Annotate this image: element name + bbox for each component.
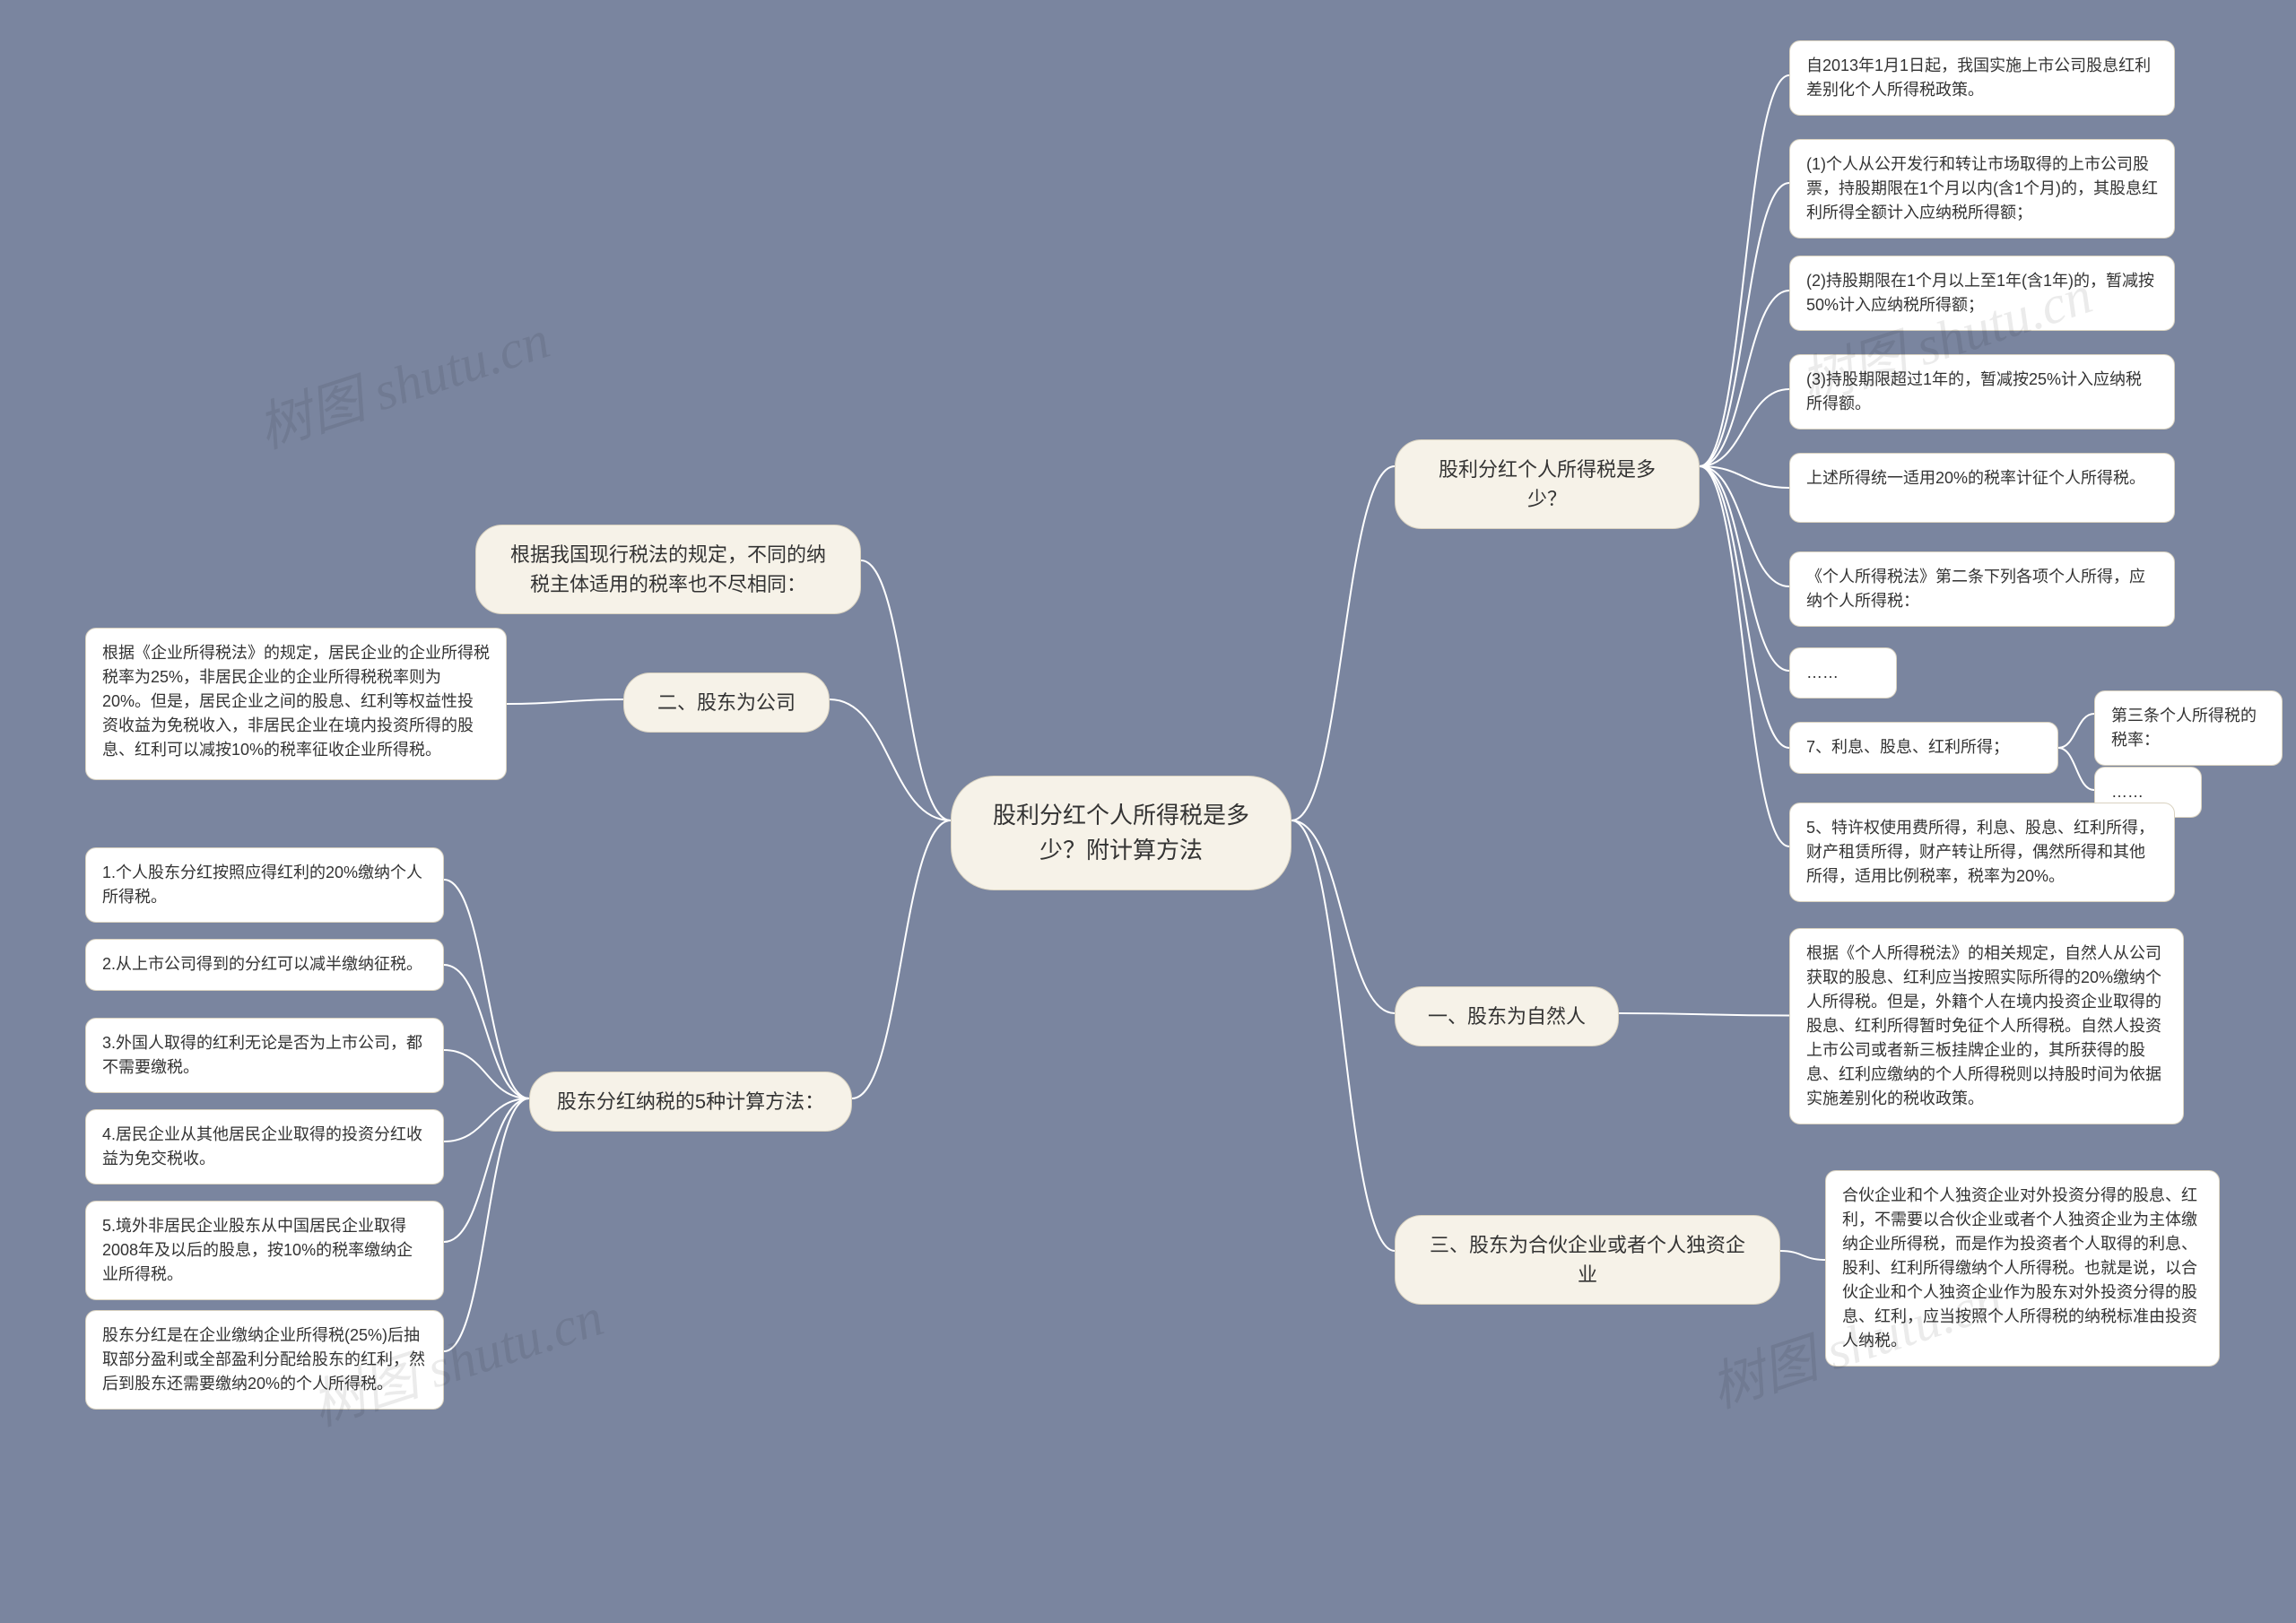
node-text: 根据《个人所得税法》的相关规定，自然人从公司获取的股息、红利应当按照实际所得的2… [1806, 944, 2161, 1107]
edge [1700, 389, 1789, 466]
edge [444, 1098, 529, 1242]
node-text: 一、股东为自然人 [1428, 1005, 1586, 1028]
node-l_r9: 5、特许权使用费所得，利息、股息、红利所得，财产租赁所得，财产转让所得，偶然所得… [1789, 803, 2175, 902]
node-l_r8: 7、利息、股息、红利所得； [1789, 722, 2058, 774]
node-text: 3.外国人取得的红利无论是否为上市公司，都不需要缴税。 [102, 1034, 422, 1076]
node-text: 7、利息、股息、红利所得； [1806, 738, 2009, 756]
edge [444, 1098, 529, 1141]
node-text: 5.境外非居民企业股东从中国居民企业取得2008年及以后的股息，按10%的税率缴… [102, 1217, 413, 1283]
node-text: 5、特许权使用费所得，利息、股息、红利所得，财产租赁所得，财产转让所得，偶然所得… [1806, 819, 2154, 885]
edge [444, 880, 529, 1098]
node-l_partner: 合伙企业和个人独资企业对外投资分得的股息、红利，不需要以合伙企业或者个人独资企业… [1825, 1170, 2220, 1367]
node-text: 三、股东为合伙企业或者个人独资企业 [1430, 1234, 1745, 1286]
node-text: 股东分红是在企业缴纳企业所得税(25%)后抽取部分盈利或全部盈利分配给股东的红利… [102, 1326, 425, 1393]
node-b_rate: 股利分红个人所得税是多少？ [1395, 439, 1700, 529]
edge [444, 1098, 529, 1351]
edge [1292, 820, 1395, 1013]
node-l_r3: (2)持股期限在1个月以上至1年(含1年)的，暂减按50%计入应纳税所得额； [1789, 256, 2175, 331]
node-text: 《个人所得税法》第二条下列各项个人所得，应纳个人所得税： [1806, 568, 2145, 610]
edge [1292, 466, 1395, 820]
edge [1700, 291, 1789, 466]
node-text: 根据《企业所得税法》的规定，居民企业的企业所得税税率为25%，非居民企业的企业所… [102, 644, 490, 759]
node-text: 股利分红个人所得税是多少？附计算方法 [993, 802, 1249, 864]
node-l_company_1: 根据《企业所得税法》的规定，居民企业的企业所得税税率为25%，非居民企业的企业所… [85, 628, 507, 780]
node-l_r1: 自2013年1月1日起，我国实施上市公司股息红利差别化个人所得税政策。 [1789, 40, 2175, 116]
node-l_r6: 《个人所得税法》第二条下列各项个人所得，应纳个人所得税： [1789, 551, 2175, 627]
node-text: (3)持股期限超过1年的，暂减按25%计入应纳税所得额。 [1806, 370, 2142, 412]
node-text: …… [2111, 783, 2144, 801]
node-text: 股利分红个人所得税是多少？ [1439, 458, 1656, 510]
edge [861, 560, 951, 820]
edge [1700, 466, 1789, 671]
node-l_m4: 4.居民企业从其他居民企业取得的投资分红收益为免交税收。 [85, 1109, 444, 1185]
node-l_m1: 1.个人股东分红按照应得红利的20%缴纳个人所得税。 [85, 847, 444, 923]
node-b_intro: 根据我国现行税法的规定，不同的纳税主体适用的税率也不尽相同： [475, 525, 861, 614]
watermark-text: 树图 shutu.cn [247, 296, 558, 464]
edge [1292, 820, 1395, 1251]
edge [1700, 75, 1789, 466]
node-b_natural: 一、股东为自然人 [1395, 986, 1619, 1046]
edge [852, 820, 951, 1098]
node-l_r7: …… [1789, 647, 1897, 699]
node-text: (2)持股期限在1个月以上至1年(含1年)的，暂减按50%计入应纳税所得额； [1806, 272, 2154, 314]
edge [2058, 714, 2094, 748]
node-l_r5: 上述所得统一适用20%的税率计征个人所得税。 [1789, 453, 2175, 523]
node-l_nat: 根据《个人所得税法》的相关规定，自然人从公司获取的股息、红利应当按照实际所得的2… [1789, 928, 2184, 1124]
node-b_methods: 股东分红纳税的5种计算方法： [529, 1072, 852, 1132]
node-text: 4.居民企业从其他居民企业取得的投资分红收益为免交税收。 [102, 1125, 422, 1167]
node-l_m2: 2.从上市公司得到的分红可以减半缴纳征税。 [85, 939, 444, 991]
node-text: 2.从上市公司得到的分红可以减半缴纳征税。 [102, 955, 422, 973]
node-text: 自2013年1月1日起，我国实施上市公司股息红利差别化个人所得税政策。 [1806, 56, 2151, 99]
edge [1780, 1251, 1825, 1260]
node-text: 股东分红纳税的5种计算方法： [557, 1090, 824, 1113]
node-l_m6: 股东分红是在企业缴纳企业所得税(25%)后抽取部分盈利或全部盈利分配给股东的红利… [85, 1310, 444, 1410]
edge [444, 1050, 529, 1098]
edge [1700, 466, 1789, 846]
edge [1619, 1013, 1789, 1016]
node-b_partner: 三、股东为合伙企业或者个人独资企业 [1395, 1215, 1780, 1305]
edge [2058, 748, 2094, 790]
node-l_m3: 3.外国人取得的红利无论是否为上市公司，都不需要缴税。 [85, 1018, 444, 1093]
node-b_company: 二、股东为公司 [623, 673, 830, 733]
node-text: 第三条个人所得税的税率： [2111, 707, 2257, 749]
edge [444, 965, 529, 1098]
edge [1700, 183, 1789, 466]
node-l_r4: (3)持股期限超过1年的，暂减按25%计入应纳税所得额。 [1789, 354, 2175, 430]
node-text: 1.个人股东分红按照应得红利的20%缴纳个人所得税。 [102, 864, 422, 906]
node-text: 上述所得统一适用20%的税率计征个人所得税。 [1806, 469, 2145, 487]
node-text: (1)个人从公开发行和转让市场取得的上市公司股票，持股期限在1个月以内(含1个月… [1806, 155, 2158, 221]
edge [830, 699, 951, 820]
node-center: 股利分红个人所得税是多少？附计算方法 [951, 776, 1292, 890]
node-text: 二、股东为公司 [657, 691, 796, 714]
node-l_r2: (1)个人从公开发行和转让市场取得的上市公司股票，持股期限在1个月以内(含1个月… [1789, 139, 2175, 239]
edge [1700, 466, 1789, 586]
edge [1700, 466, 1789, 748]
node-l_m5: 5.境外非居民企业股东从中国居民企业取得2008年及以后的股息，按10%的税率缴… [85, 1201, 444, 1300]
node-l_r8a: 第三条个人所得税的税率： [2094, 690, 2283, 766]
node-text: 合伙企业和个人独资企业对外投资分得的股息、红利，不需要以合伙企业或者个人独资企业… [1842, 1186, 2197, 1350]
edge [507, 699, 623, 704]
edge [1700, 466, 1789, 488]
node-text: …… [1806, 664, 1839, 681]
node-text: 根据我国现行税法的规定，不同的纳税主体适用的税率也不尽相同： [510, 543, 826, 595]
